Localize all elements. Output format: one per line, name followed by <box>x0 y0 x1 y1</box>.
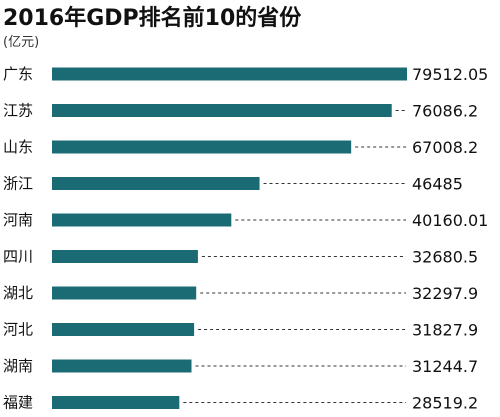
category-label: 江苏 <box>3 102 33 120</box>
category-label: 浙江 <box>3 175 33 193</box>
bar-rows: 广东 79512.05 江苏 76086.2 山东 67008.2 浙江 46485 河南 401… <box>3 65 488 413</box>
category-label: 四川 <box>3 248 33 266</box>
value-label: 28519.2 <box>412 394 478 413</box>
unit-label: (亿元) <box>3 35 39 50</box>
value-label: 46485 <box>412 175 463 194</box>
bar <box>52 396 180 409</box>
category-label: 河南 <box>3 211 33 229</box>
value-label: 32297.9 <box>412 284 478 303</box>
value-label: 40160.01 <box>412 211 488 230</box>
bar <box>52 286 197 300</box>
category-label: 山东 <box>3 138 33 156</box>
bar <box>52 250 198 263</box>
value-label: 32680.5 <box>412 248 478 267</box>
bar <box>52 359 192 373</box>
bar <box>52 323 195 336</box>
value-label: 79512.05 <box>412 65 488 84</box>
value-label: 67008.2 <box>412 138 478 157</box>
bar <box>52 67 407 81</box>
value-label: 76086.2 <box>412 102 478 121</box>
value-label: 31244.7 <box>412 357 478 376</box>
bar <box>52 213 232 227</box>
category-label: 福建 <box>3 394 33 412</box>
category-label: 广东 <box>3 65 33 83</box>
bar <box>52 104 392 117</box>
value-label: 31827.9 <box>412 321 478 340</box>
chart-title: 2016年GDP排名前10的省份 <box>3 5 302 31</box>
category-label: 湖北 <box>3 284 33 302</box>
bar <box>52 140 352 154</box>
category-label: 河北 <box>3 321 33 339</box>
category-label: 湖南 <box>3 357 33 375</box>
bar <box>52 177 260 190</box>
